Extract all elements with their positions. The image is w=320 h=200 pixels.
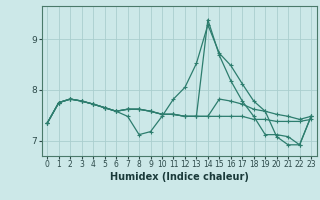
X-axis label: Humidex (Indice chaleur): Humidex (Indice chaleur) [110, 172, 249, 182]
